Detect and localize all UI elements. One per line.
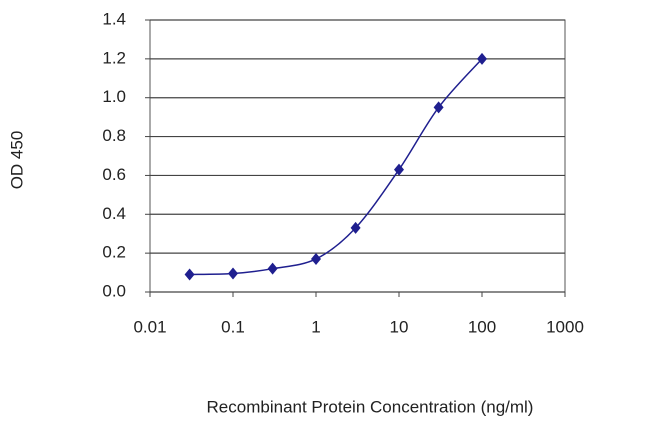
x-tick-label: 0.1 [221,317,245,336]
marker [350,221,361,234]
y-tick-label: 1.2 [102,48,126,67]
y-tick-label: 0.2 [102,243,126,262]
y-tick-label: 0.0 [102,281,126,300]
x-tick-label: 0.01 [133,317,166,336]
x-tick-label: 100 [468,317,496,336]
marker [433,101,444,114]
marker [184,268,195,281]
y-tick-label: 0.6 [102,165,126,184]
y-tick-label: 1.4 [102,9,126,28]
plot-area [149,19,566,293]
y-tick-label: 0.8 [102,126,126,145]
marker [311,252,321,265]
marker [267,262,278,275]
x-axis-label: Recombinant Protein Concentration (ng/ml… [207,397,534,416]
marker [477,52,487,65]
y-axis-label: OD 450 [7,131,26,190]
y-tick-label: 0.4 [102,204,126,223]
marker [228,267,238,280]
x-tick-label: 1000 [546,317,584,336]
x-tick-label: 1 [311,317,320,336]
x-tick-label: 10 [390,317,409,336]
marker [394,163,404,176]
y-tick-label: 1.0 [102,87,126,106]
